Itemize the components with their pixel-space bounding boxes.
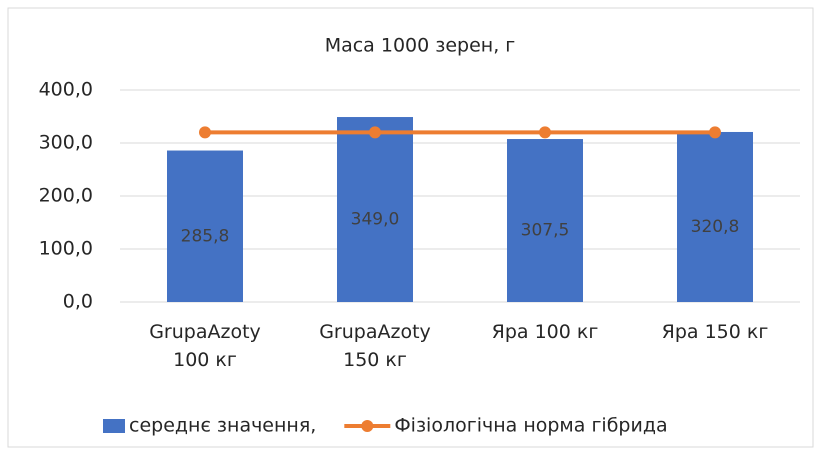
x-tick-label: GrupaAzoty 150 кг xyxy=(319,321,431,371)
line-marker xyxy=(369,126,381,139)
legend-swatch xyxy=(103,419,125,433)
bar xyxy=(677,131,753,302)
line-marker xyxy=(199,126,211,139)
data-label: 320,8 xyxy=(691,217,740,237)
data-label: 285,8 xyxy=(181,226,230,246)
y-tick-label: 400,0 xyxy=(39,79,93,101)
data-label: 349,0 xyxy=(351,210,400,230)
legend-marker xyxy=(361,420,374,432)
y-tick-label: 300,0 xyxy=(39,132,93,154)
chart-title: Маса 1000 зерен, г xyxy=(325,35,516,57)
data-label: 307,5 xyxy=(521,221,570,241)
x-tick-label: GrupaAzoty 100 кг xyxy=(149,321,261,371)
y-tick-label: 100,0 xyxy=(39,238,93,260)
legend-label: середнє значення, xyxy=(129,415,316,437)
legend-label: Фізіологічна норма гібрида xyxy=(394,415,667,437)
bar xyxy=(337,117,413,302)
y-tick-label: 200,0 xyxy=(39,185,93,207)
bar xyxy=(167,150,243,302)
x-tick-label: Яра 100 кг xyxy=(491,321,599,343)
line-marker xyxy=(709,126,721,139)
bar xyxy=(507,139,583,302)
y-tick-label: 0,0 xyxy=(63,291,93,313)
line-marker xyxy=(539,126,551,139)
x-tick-label: Яра 150 кг xyxy=(661,321,769,343)
